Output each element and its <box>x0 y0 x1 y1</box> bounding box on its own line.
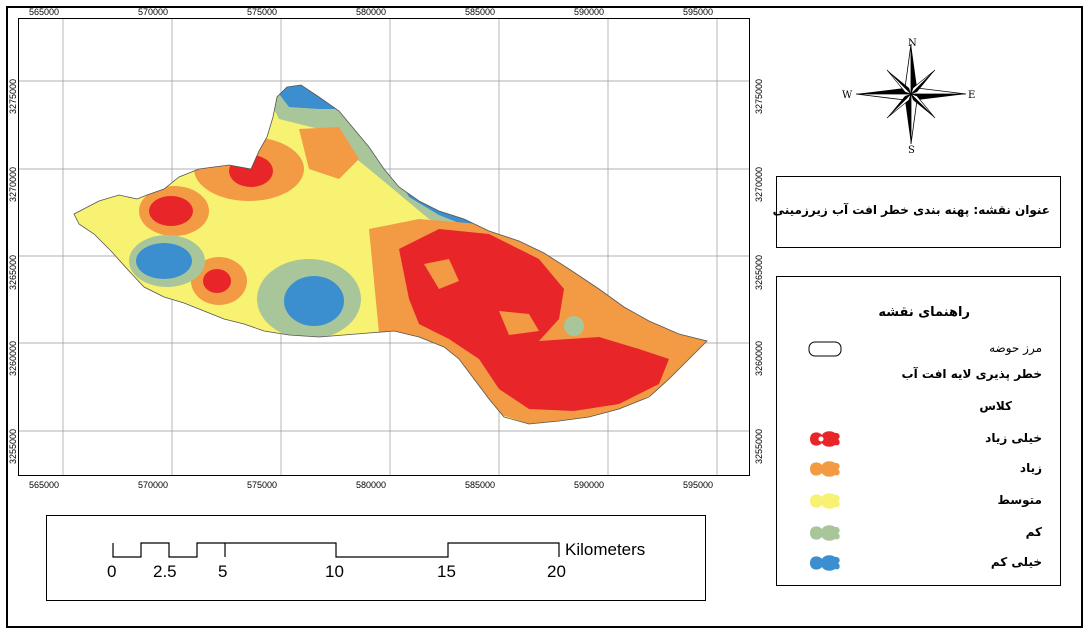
legend-layer-title: خطر پذیری لایه افت آب <box>901 367 1042 381</box>
outer-frame <box>6 6 1083 628</box>
y-tick-right: 3260000 <box>754 340 764 376</box>
map-title: عنوان نقشه: پهنه بندی خطر افت آب زیرزمین… <box>772 203 1050 217</box>
legend-class-high: زیاد <box>1019 461 1042 475</box>
scale-label: 5 <box>218 562 228 581</box>
map-frame <box>18 18 750 476</box>
x-tick-bottom: 590000 <box>574 480 605 490</box>
x-tick-bottom: 570000 <box>138 480 169 490</box>
legend-heading: راهنمای نقشه <box>878 305 970 320</box>
x-tick-bottom: 575000 <box>247 480 278 490</box>
y-tick-right: 3270000 <box>754 166 764 202</box>
y-tick-left: 3275000 <box>8 78 18 114</box>
very-low-swatch-icon <box>810 555 840 571</box>
legend-class-very-low: خیلی کم <box>990 555 1042 569</box>
legend-class-low: کم <box>1025 525 1042 539</box>
compass-s: S <box>908 145 915 154</box>
scale-bar <box>112 542 560 558</box>
compass-w: W <box>842 90 853 101</box>
scale-label: 10 <box>325 562 344 581</box>
y-tick-left: 3265000 <box>8 254 18 290</box>
x-tick-top: 595000 <box>683 7 714 17</box>
y-tick-left: 3260000 <box>8 340 18 376</box>
very-high-swatch-icon <box>810 431 840 447</box>
scale-label: 0 <box>107 562 117 581</box>
y-tick-right: 3265000 <box>754 254 764 290</box>
scale-label: 2.5 <box>153 562 177 581</box>
medium-swatch-icon <box>810 493 840 509</box>
basin-boundary <box>73 84 708 425</box>
x-tick-top: 570000 <box>138 7 169 17</box>
x-tick-bottom: 595000 <box>683 480 714 490</box>
y-tick-left: 3255000 <box>8 428 18 464</box>
compass-n: N <box>908 38 917 49</box>
scale-label: 20 <box>547 562 566 581</box>
x-tick-top: 565000 <box>29 7 60 17</box>
map-canvas <box>19 19 749 475</box>
legend-boundary: مرز حوضه <box>989 341 1042 355</box>
high-swatch-icon <box>810 461 840 477</box>
scale-unit: Kilometers <box>565 540 646 559</box>
scale-bar-box: 0 2.5 5 10 15 20 Kilometers <box>46 515 706 601</box>
x-tick-bottom: 580000 <box>356 480 387 490</box>
y-tick-right: 3275000 <box>754 78 764 114</box>
x-tick-top: 590000 <box>574 7 605 17</box>
scale-label: 15 <box>437 562 456 581</box>
map-title-box: عنوان نقشه: پهنه بندی خطر افت آب زیرزمین… <box>772 176 1061 248</box>
x-tick-bottom: 585000 <box>465 480 496 490</box>
x-tick-bottom: 565000 <box>29 480 60 490</box>
legend-class-very-high: خیلی زیاد <box>985 431 1042 445</box>
north-arrow-icon: N S E W <box>836 34 986 156</box>
x-tick-top: 585000 <box>465 7 496 17</box>
legend-box: راهنمای نقشه مرز حوضه خطر پذیری لایه افت… <box>776 276 1061 586</box>
x-tick-top: 580000 <box>356 7 387 17</box>
compass-e: E <box>968 90 975 101</box>
low-swatch-icon <box>810 525 840 541</box>
legend-class-label: کلاس <box>979 399 1012 413</box>
y-tick-right: 3255000 <box>754 428 764 464</box>
legend-class-medium: متوسط <box>997 493 1042 507</box>
y-tick-left: 3270000 <box>8 166 18 202</box>
hazard-zones <box>74 85 707 424</box>
boundary-swatch-icon <box>808 341 842 357</box>
x-tick-top: 575000 <box>247 7 278 17</box>
